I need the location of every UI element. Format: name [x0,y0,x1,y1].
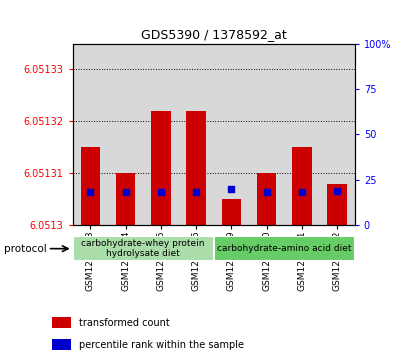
Bar [320,44,355,225]
Text: transformed count: transformed count [78,318,169,328]
Bar [214,236,355,261]
Point [193,189,200,195]
Point [122,189,129,195]
Bar [108,44,143,225]
Bar [257,173,276,225]
Bar [52,339,71,350]
Text: carbohydrate-whey protein
hydrolysate diet: carbohydrate-whey protein hydrolysate di… [81,239,205,258]
Point [87,189,94,195]
Text: protocol: protocol [4,244,47,254]
Point [264,189,270,195]
Bar [143,44,178,225]
Point [228,186,235,192]
Bar [52,317,71,328]
Title: GDS5390 / 1378592_at: GDS5390 / 1378592_at [141,28,287,41]
Bar [116,173,135,225]
Bar [249,44,284,225]
Bar [73,236,214,261]
Bar [222,199,241,225]
Text: carbohydrate-amino acid diet: carbohydrate-amino acid diet [217,244,352,253]
Bar [292,147,312,225]
Bar [151,111,171,225]
Bar [186,111,206,225]
Bar [81,147,100,225]
Bar [73,44,108,225]
Bar [284,44,320,225]
Point [299,189,305,195]
Bar [327,184,347,225]
Bar [214,44,249,225]
Point [334,188,341,193]
Bar [178,44,214,225]
Text: percentile rank within the sample: percentile rank within the sample [78,340,244,350]
Point [157,189,164,195]
